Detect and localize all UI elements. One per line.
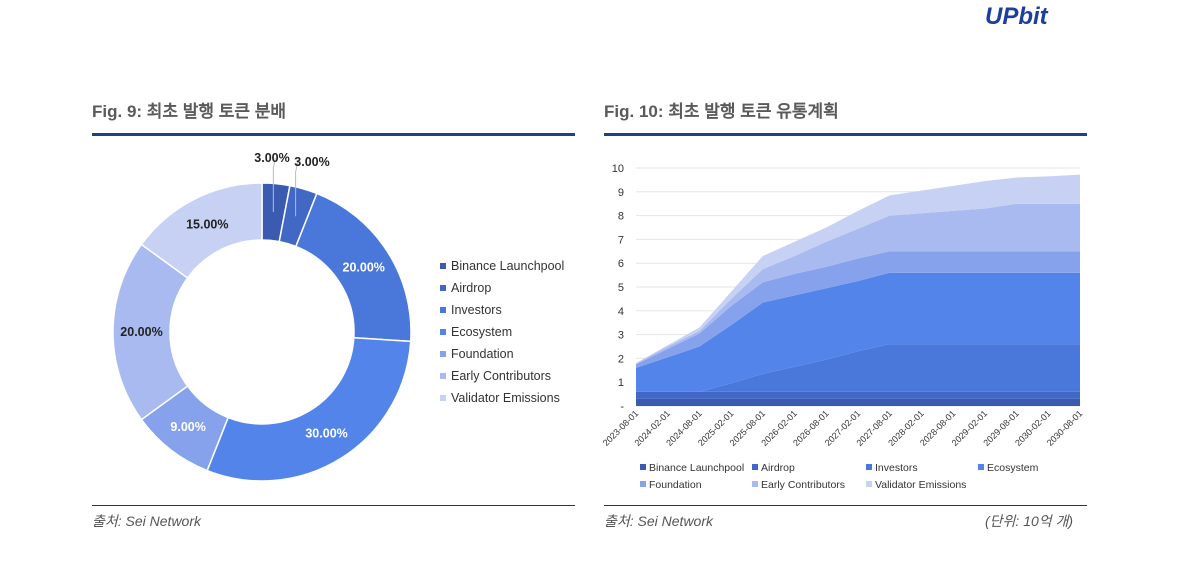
fig10-divider (604, 133, 1087, 136)
y-tick-label: 7 (618, 234, 624, 246)
legend-swatch (440, 395, 446, 401)
slice-data-label: 3.00% (254, 151, 289, 165)
legend-label: Validator Emissions (451, 391, 560, 405)
legend-swatch (440, 285, 446, 291)
legend-label: Early Contributors (761, 479, 845, 491)
legend-swatch (440, 263, 446, 269)
legend-label: Validator Emissions (875, 479, 966, 491)
area-series-1 (636, 391, 1080, 399)
fig10-source: 출처: Sei Network (604, 513, 714, 529)
y-tick-label: 5 (618, 282, 624, 294)
fig10-footer-line (604, 505, 1087, 506)
slice-data-label: 9.00% (170, 420, 205, 434)
y-tick-label: - (620, 401, 624, 413)
fig10-unit: (단위: 10억 개) (985, 513, 1074, 529)
legend-swatch (640, 481, 646, 487)
legend-swatch (866, 464, 872, 470)
legend-swatch (440, 307, 446, 313)
legend-swatch (866, 481, 872, 487)
slice-data-label: 20.00% (343, 260, 385, 274)
legend-label: Early Contributors (451, 369, 551, 383)
donut-slice-3 (206, 336, 412, 482)
donut-chart: 3.00% 3.00% 20.00% 30.00% 9.00% 20.00% 15.00% B… (112, 151, 564, 482)
fig10-title: Fig. 10: 최초 발행 토큰 유통계획 (604, 102, 839, 121)
legend-label: Investors (451, 303, 502, 317)
area-series-3 (636, 272, 1080, 392)
legend-swatch (978, 464, 984, 470)
legend-label: Foundation (451, 347, 514, 361)
slice-data-label: 15.00% (186, 218, 228, 232)
leader-line (295, 161, 299, 217)
legend-swatch (440, 373, 446, 379)
legend-swatch (640, 464, 646, 470)
area-chart: -123456789102023-08-012024-02-012024-08-… (601, 163, 1085, 491)
fig9-divider (92, 133, 575, 136)
upbit-logo: UPbit (985, 3, 1048, 30)
y-tick-label: 4 (618, 306, 624, 318)
leader-line (272, 157, 276, 213)
legend-label: Investors (875, 462, 918, 474)
area-series-4 (636, 251, 1080, 368)
area-series-5 (636, 203, 1080, 365)
donut-slice-6 (140, 182, 263, 279)
legend-label: Ecosystem (451, 325, 512, 339)
slice-data-label: 20.00% (120, 325, 162, 339)
legend-label: Binance Launchpool (451, 259, 564, 273)
fig9-title: Fig. 9: 최초 발행 토큰 분배 (92, 102, 287, 121)
y-tick-label: 10 (612, 163, 624, 175)
y-tick-label: 8 (618, 211, 624, 223)
legend-swatch (752, 481, 758, 487)
area-series-2 (636, 344, 1080, 392)
y-tick-label: 9 (618, 187, 624, 199)
legend-label: Foundation (649, 479, 702, 491)
legend-swatch (440, 351, 446, 357)
y-tick-label: 3 (618, 330, 624, 342)
legend-label: Airdrop (451, 281, 491, 295)
legend-label: Airdrop (761, 462, 795, 474)
y-tick-label: 6 (618, 258, 624, 270)
area-series-0 (636, 398, 1080, 406)
slice-data-label: 3.00% (294, 155, 329, 169)
legend-swatch (440, 329, 446, 335)
y-tick-label: 1 (618, 377, 624, 389)
fig9-footer-line (92, 505, 575, 506)
legend-label: Ecosystem (987, 462, 1039, 474)
area-series-6 (636, 174, 1080, 364)
y-tick-label: 2 (618, 353, 624, 365)
fig9-source: 출처: Sei Network (92, 513, 202, 529)
legend-label: Binance Launchpool (649, 462, 744, 474)
legend-swatch (752, 464, 758, 470)
slice-data-label: 30.00% (305, 427, 347, 441)
